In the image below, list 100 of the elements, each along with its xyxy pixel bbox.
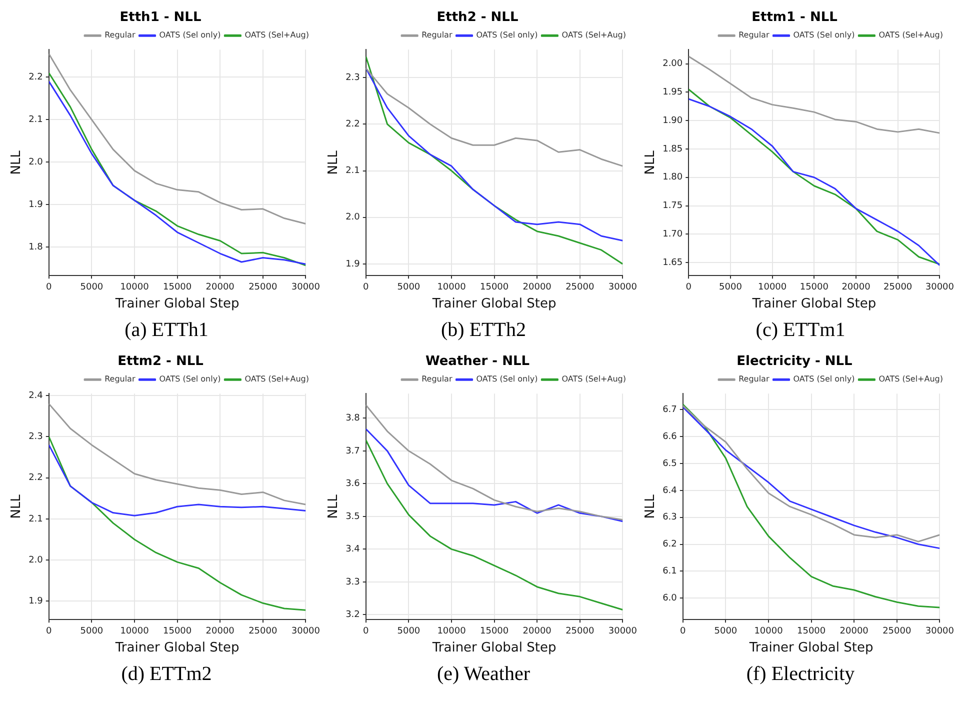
y-tick-label: 2.1 [28,514,43,524]
y-tick-label: 2.0 [28,158,44,168]
x-tick-label: 0 [46,626,52,636]
y-tick-label: 2.2 [346,120,360,130]
x-tick-label: 5000 [714,626,738,636]
chart-title: Etth1 - NLL [120,10,202,26]
x-tick-label: 20000 [842,282,871,292]
legend-label: OATS (Sel+Aug) [562,30,626,40]
y-tick-label: 2.4 [28,391,44,401]
y-tick-label: 2.2 [28,473,43,484]
legend-label: OATS (Sel+Aug) [244,374,310,384]
x-tick-label: 25000 [248,282,278,292]
x-tick-label: 30000 [925,282,954,292]
y-axis-title: NLL [9,494,24,519]
y-tick-label: 2.00 [662,59,683,70]
y-tick-label: 6.2 [662,540,677,550]
x-tick-label: 25000 [882,626,912,636]
y-tick-label: 2.0 [28,555,44,566]
legend-label: OATS (Sel+Aug) [878,30,944,40]
y-axis-title: NLL [643,494,658,519]
y-tick-label: 6.6 [662,432,678,442]
x-tick-label: 10000 [437,626,466,636]
y-tick-label: 1.9 [28,596,44,606]
chart-title: Electricity - NLL [736,354,852,370]
y-tick-label: 6.4 [662,486,678,496]
y-tick-label: 6.7 [662,405,677,416]
chart-title: Ettm2 - NLL [118,354,204,370]
x-axis-title: Trainer Global Step [431,640,556,656]
text: (a) ETTh1 [124,319,210,342]
legend-label: OATS (Sel only) [793,374,855,384]
legend-label: Regular [738,374,770,384]
y-tick-label: 3.6 [346,479,360,490]
y-tick-label: 2.1 [28,115,43,126]
text: (b) ETTh2 [440,319,527,342]
x-tick-label: 25000 [566,626,594,636]
x-axis-title: Trainer Global Step [748,640,874,656]
x-tick-label: 15000 [480,282,509,292]
y-tick-label: 3.2 [346,610,360,620]
x-axis-title: Trainer Global Step [751,296,876,312]
legend-label: Regular [422,30,453,40]
y-tick-label: 6.0 [662,593,678,604]
x-tick-label: 15000 [796,626,826,636]
x-tick-label: 0 [363,282,370,292]
chart-title: Ettm1 - NLL [752,10,838,26]
y-tick-label: 2.3 [28,432,43,442]
x-tick-label: 5000 [719,282,742,292]
x-tick-label: 15000 [162,282,192,292]
x-axis-title: Trainer Global Step [114,296,240,312]
x-tick-label: 10000 [754,626,784,636]
chart-title: Etth2 - NLL [436,10,518,26]
x-axis-title: Trainer Global Step [114,640,240,656]
y-tick-label: 1.8 [28,242,44,252]
legend-label: OATS (Sel only) [476,374,538,384]
y-tick-label: 1.95 [662,88,683,98]
legend-label: Regular [104,30,136,40]
x-tick-label: 10000 [437,282,466,292]
x-tick-label: 30000 [925,626,954,636]
y-tick-label: 1.70 [662,229,683,240]
y-tick-label: 2.1 [346,166,360,176]
y-tick-label: 1.9 [28,200,44,210]
text: (e) Weather [436,663,531,686]
x-tick-label: 5000 [80,626,104,636]
x-tick-label: 5000 [397,282,420,292]
y-tick-label: 3.4 [346,544,360,555]
x-tick-label: 10000 [120,626,150,636]
text: (f) Electricity [745,663,856,686]
y-tick-label: 2.3 [346,72,360,83]
y-tick-label: 3.7 [346,446,360,456]
text: (c) ETTm1 [754,319,846,342]
x-tick-label: 15000 [480,626,509,636]
x-tick-label: 0 [46,282,52,292]
legend-label: Regular [422,374,453,384]
x-tick-label: 25000 [248,626,278,636]
x-tick-label: 20000 [206,282,235,292]
y-tick-label: 3.3 [346,577,360,588]
x-tick-label: 25000 [884,282,912,292]
y-axis-title: NLL [326,150,342,175]
y-tick-label: 1.75 [662,201,683,212]
x-axis-title: Trainer Global Step [431,296,556,312]
y-axis-title: NLL [326,494,342,519]
y-tick-label: 6.5 [662,458,677,469]
y-tick-label: 1.9 [346,259,360,270]
y-tick-label: 6.3 [662,512,677,523]
x-tick-label: 10000 [120,282,150,292]
legend-label: OATS (Sel only) [159,374,221,384]
x-tick-label: 30000 [291,626,320,636]
x-tick-label: 25000 [566,282,594,292]
y-tick-label: 2.0 [346,212,360,223]
legend-label: Regular [738,30,770,40]
y-tick-label: 1.85 [662,144,683,154]
y-tick-label: 3.8 [346,414,360,424]
chart-title: Weather - NLL [425,354,530,370]
legend-label: OATS (Sel only) [793,30,855,40]
y-axis-title: NLL [643,150,658,175]
x-tick-label: 15000 [800,282,829,292]
text: (d) ETTm2 [120,663,213,686]
x-tick-label: 20000 [522,282,552,292]
x-tick-label: 0 [680,626,686,636]
legend-label: OATS (Sel only) [159,30,221,40]
y-axis-title: NLL [9,150,24,175]
